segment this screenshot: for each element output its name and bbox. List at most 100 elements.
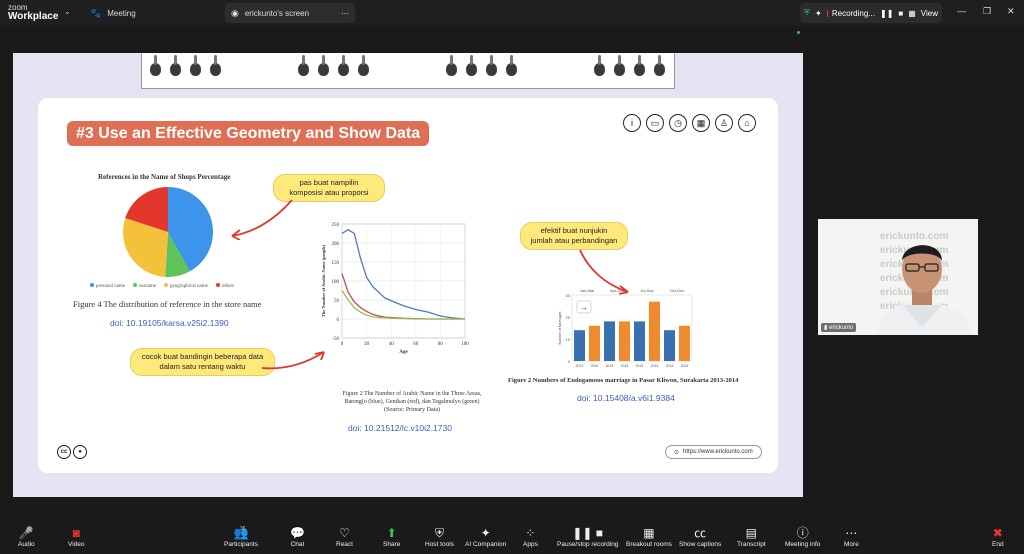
period-label: Jan-Mar [580, 288, 595, 293]
grid-icon: ▦ [643, 526, 655, 540]
react-button[interactable]: ♡ React [336, 526, 353, 548]
clock-icon: ◷ [669, 114, 687, 132]
pie-doi[interactable]: doi: 10.19105/karsa.v25i2.1390 [110, 318, 229, 328]
ring [486, 55, 497, 76]
participants-button[interactable]: 👥 36 Participants [224, 526, 258, 548]
shared-screen: #3 Use an Effective Geometry and Show Da… [13, 53, 803, 497]
bar [604, 321, 615, 361]
more-icon: ⋯ [845, 526, 858, 540]
tick-label: 100 [332, 280, 340, 285]
pie-slice [165, 232, 190, 277]
share-button[interactable]: ⬆ Share [383, 526, 401, 548]
url-text: https://www.erickunto.com [683, 449, 753, 455]
transcript-button[interactable]: ▤ Transcript [737, 526, 766, 548]
participants-count: 36 [240, 526, 246, 532]
video-button[interactable]: ◙ Video [68, 526, 85, 548]
ring [170, 55, 181, 76]
captions-button[interactable]: ㏄ Show captions [679, 526, 722, 548]
close-icon: ✖ [992, 526, 1003, 540]
tick-label: 30 [566, 293, 571, 298]
pie-chart [123, 187, 213, 277]
view-label[interactable]: View [920, 8, 938, 18]
chat-icon: 💬 [290, 526, 305, 540]
ring [594, 55, 605, 76]
legend-item: geographical name [163, 283, 208, 289]
line-doi[interactable]: doi: 10.21512/lc.v10i2.1730 [348, 423, 452, 433]
breakout-rooms-button[interactable]: ▦ Breakout rooms [626, 526, 672, 548]
info-icon: ⓘ [796, 526, 809, 540]
tick-label: 2013 [666, 364, 674, 368]
tick-label: 0 [337, 318, 340, 323]
watermark: erickunto.com [880, 231, 949, 242]
ai-companion-button[interactable]: ✦ AI Companion [465, 526, 507, 548]
close-icon[interactable]: ✕ [1007, 6, 1015, 16]
tick-label: 2013 [576, 364, 584, 368]
people-icon: 👥 [233, 526, 249, 540]
paw-icon: 🐾 [90, 7, 102, 18]
meeting-toolbar: 🎤 Audio ◙ Video 👥 36 Participants 💬 Chat ♡ Rea… [0, 524, 1024, 554]
arrow-right-icon [576, 300, 592, 314]
end-button[interactable]: ✖ End [992, 526, 1004, 548]
shield-icon: ⛨ [434, 526, 444, 540]
pause-icon[interactable]: ❚❚ [879, 8, 894, 18]
line-caption: Figure 2 The Number of Arabic Name in th… [342, 391, 482, 413]
participant-name: ▮ erickunto [821, 323, 857, 332]
more-options-icon[interactable]: ⋯ [341, 8, 349, 18]
share-icon: ⬆ [386, 526, 397, 540]
more-button[interactable]: ⋯ More [844, 526, 859, 548]
document-icon: ▤ [745, 526, 757, 540]
brand-line1: zoom [8, 3, 28, 12]
ring [150, 55, 161, 76]
chat-button[interactable]: 💬 Chat [290, 526, 305, 548]
bar-doi[interactable]: doi: 10.15408/a.v6i1.9384 [577, 393, 675, 403]
ring [506, 55, 517, 76]
tick-label: 60 [413, 342, 419, 347]
bar [649, 301, 660, 361]
arrow-icon [261, 351, 325, 370]
tick-label: 150 [332, 261, 340, 266]
home-icon: ⌂ [738, 114, 756, 132]
recording-pill[interactable]: ⛨ ✦ Recording... ❚❚ ■ ▦ View [800, 3, 942, 23]
arrow-right-icon: → [580, 303, 588, 312]
chevron-down-icon[interactable]: ⌄ [64, 7, 71, 16]
y-axis-label: The Number of Arabic Name (people) [321, 244, 326, 317]
apps-button[interactable]: ⁘ Apps [523, 526, 538, 548]
meeting-info-button[interactable]: ⓘ Meeting info [785, 526, 821, 548]
restore-icon[interactable]: ❐ [983, 6, 992, 16]
tick-label: 2013 [636, 364, 644, 368]
participant-video[interactable]: erickunto.com erickunto.com erickunto.co… [818, 219, 978, 335]
ring [634, 55, 645, 76]
bar [574, 330, 585, 361]
ring [318, 55, 329, 76]
tick-label: 200 [332, 242, 340, 247]
tick-label: -50 [332, 337, 339, 342]
title-bar: zoom Workplace ⌄ 🐾 Meeting ◉ erickunto's … [0, 0, 1024, 26]
tab-screen[interactable]: ◉ erickunto's screen ⋯ [225, 3, 355, 23]
host-tools-button[interactable]: ⛨ Host tools [425, 526, 454, 548]
x-axis-label: Age [399, 350, 408, 355]
tick-label: 0 [568, 359, 571, 364]
pie-title: References in the Name of Shops Percenta… [98, 173, 231, 181]
audio-button[interactable]: 🎤 Audio [18, 526, 35, 548]
tab-meeting[interactable]: 🐾 Meeting [90, 3, 136, 23]
minimize-icon[interactable]: — [957, 6, 966, 16]
tick-label: 40 [389, 342, 395, 347]
avatar-icon: ◉ [231, 7, 239, 18]
legend-item: personal name [90, 283, 125, 289]
stop-icon[interactable]: ■ [898, 8, 904, 18]
link-icon: ⊙ [674, 449, 680, 456]
period-label: Apr-Jun [610, 288, 624, 293]
tick-label: 2014 [681, 364, 689, 368]
tick-label: 10 [566, 337, 571, 342]
series-line [341, 290, 465, 320]
slide-card: #3 Use an Effective Geometry and Show Da… [38, 98, 778, 473]
bar-caption: Figure 2 Numbers of Endogamous marriage … [508, 377, 739, 384]
pause-recording-button[interactable]: ❚❚ ■ Pause/stop recording [557, 526, 619, 548]
website-url[interactable]: ⊙ https://www.erickunto.com [665, 445, 762, 459]
person-image [876, 245, 974, 335]
legend-item: others [215, 283, 234, 289]
legend-item: surname [133, 283, 156, 289]
zoom-logo: zoom Workplace [8, 3, 58, 22]
series-line [341, 228, 466, 320]
sparkle-icon: ✦ [480, 526, 491, 540]
